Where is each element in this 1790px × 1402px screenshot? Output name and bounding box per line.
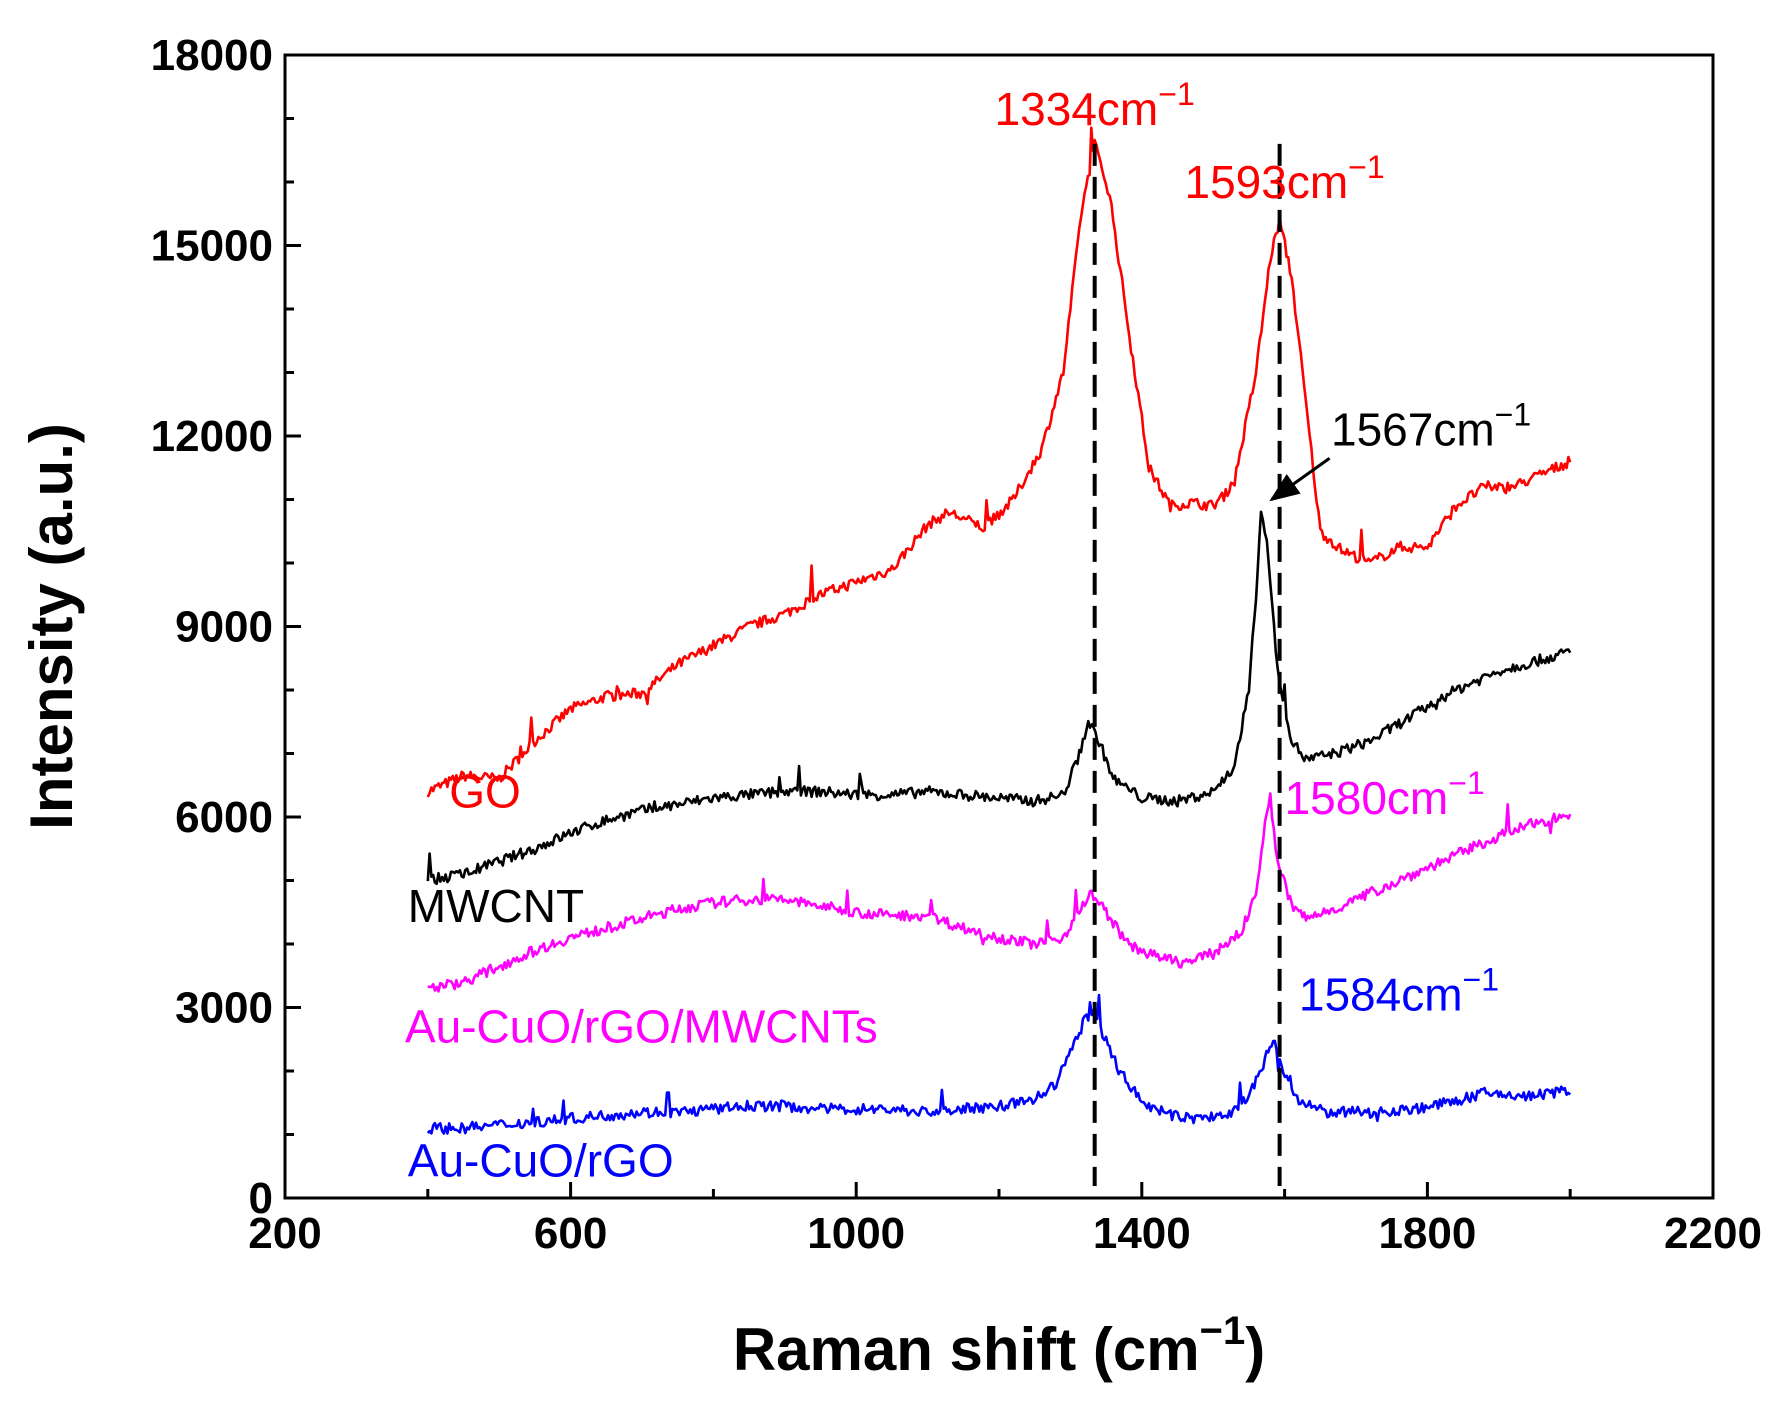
- x-tick-label-5: 2200: [1664, 1209, 1762, 1258]
- x-axis-title-close: ): [1245, 1316, 1265, 1383]
- y-tick-label-5: 15000: [151, 222, 273, 271]
- y-tick-label-6: 18000: [151, 31, 273, 80]
- series-label-0: GO: [449, 765, 521, 817]
- series-line-2: [427, 792, 1572, 993]
- peak-label-text-4: 1584cm: [1299, 969, 1463, 1021]
- peak-label-text-2: 1567cm: [1331, 404, 1495, 456]
- peak-label-exponent-1: −1: [1348, 149, 1384, 185]
- peak-arrow-2: [1269, 457, 1331, 502]
- x-axis-title: Raman shift (cm−1): [733, 1309, 1265, 1383]
- peak-label-1: 1593cm−1: [1185, 149, 1385, 208]
- peak-label-4: 1584cm−1: [1299, 962, 1499, 1021]
- series-label-2: Au-CuO/rGO/MWCNTs: [405, 1000, 878, 1052]
- x-tick-label-1: 600: [534, 1209, 607, 1258]
- peak-label-3: 1580cm−1: [1285, 765, 1485, 824]
- x-tick-label-0: 200: [248, 1209, 321, 1258]
- y-axis-title: Intensity (a.u.): [18, 423, 85, 830]
- y-tick-label-0: 0: [249, 1174, 273, 1223]
- y-tick-label-1: 3000: [175, 984, 273, 1033]
- series-label-3: Au-CuO/rGO: [408, 1134, 674, 1186]
- x-tick-label-2: 1000: [807, 1209, 905, 1258]
- peak-label-exponent-3: −1: [1448, 765, 1484, 801]
- peak-label-text-3: 1580cm: [1285, 772, 1449, 824]
- peak-label-0: 1334cm−1: [995, 76, 1195, 135]
- series-group: GO MWCNT Au-CuO/rGO/MWCNTs Au-CuO/rGO: [405, 126, 1572, 1186]
- peak-label-text-0: 1334cm: [995, 83, 1159, 135]
- x-tick-label-3: 1400: [1093, 1209, 1191, 1258]
- x-axis-title-main: Raman shift (cm: [733, 1316, 1200, 1383]
- peak-label-2: 1567cm−1: [1331, 397, 1531, 456]
- dashed-reference-lines: [1092, 143, 1282, 1186]
- series-label-1: MWCNT: [408, 880, 584, 932]
- x-axis-title-exponent: −1: [1200, 1309, 1246, 1353]
- peak-label-exponent-4: −1: [1463, 962, 1499, 998]
- axes-group: 200 600 1000 1400 1800 2200 0 3000 6000 9000 12000…: [151, 31, 1762, 1258]
- peak-label-exponent-2: −1: [1495, 397, 1531, 433]
- y-tick-label-3: 9000: [175, 603, 273, 652]
- peak-label-exponent-0: −1: [1158, 76, 1194, 112]
- series-line-0: [426, 126, 1572, 798]
- series-line-3: [426, 993, 1572, 1135]
- x-tick-label-4: 1800: [1378, 1209, 1476, 1258]
- y-tick-label-4: 12000: [151, 412, 273, 461]
- y-tick-label-2: 6000: [175, 793, 273, 842]
- peak-label-text-1: 1593cm: [1185, 156, 1349, 208]
- series-line-1: [426, 510, 1572, 886]
